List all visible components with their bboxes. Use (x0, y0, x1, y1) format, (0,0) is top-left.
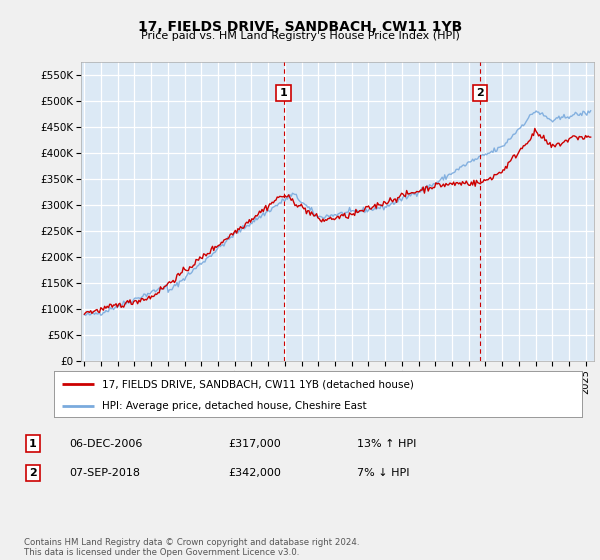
Text: Price paid vs. HM Land Registry's House Price Index (HPI): Price paid vs. HM Land Registry's House … (140, 31, 460, 41)
Text: 17, FIELDS DRIVE, SANDBACH, CW11 1YB (detached house): 17, FIELDS DRIVE, SANDBACH, CW11 1YB (de… (101, 379, 413, 389)
Text: 2: 2 (29, 468, 37, 478)
Text: 2: 2 (476, 88, 484, 98)
Text: 1: 1 (280, 88, 287, 98)
Text: 13% ↑ HPI: 13% ↑ HPI (357, 438, 416, 449)
Text: 7% ↓ HPI: 7% ↓ HPI (357, 468, 409, 478)
Text: 06-DEC-2006: 06-DEC-2006 (69, 438, 142, 449)
Text: £342,000: £342,000 (228, 468, 281, 478)
Text: £317,000: £317,000 (228, 438, 281, 449)
Text: Contains HM Land Registry data © Crown copyright and database right 2024.
This d: Contains HM Land Registry data © Crown c… (24, 538, 359, 557)
Text: HPI: Average price, detached house, Cheshire East: HPI: Average price, detached house, Ches… (101, 401, 366, 410)
Text: 07-SEP-2018: 07-SEP-2018 (69, 468, 140, 478)
Text: 17, FIELDS DRIVE, SANDBACH, CW11 1YB: 17, FIELDS DRIVE, SANDBACH, CW11 1YB (138, 20, 462, 34)
Text: 1: 1 (29, 438, 37, 449)
